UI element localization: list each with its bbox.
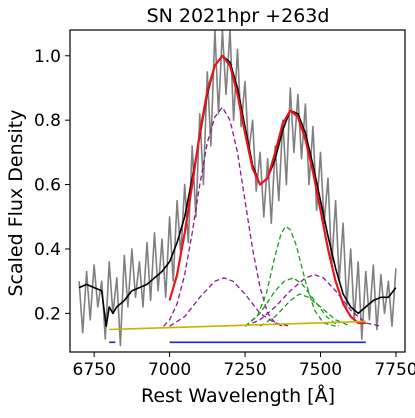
series-line-total-fit-2 bbox=[168, 54, 366, 325]
x-tick-label: 7750 bbox=[374, 360, 415, 380]
y-tick-label: 0.4 bbox=[34, 240, 61, 260]
series-line-raw-0 bbox=[78, 30, 397, 347]
plot-area bbox=[78, 30, 397, 347]
y-tick-label: 0.8 bbox=[34, 111, 61, 131]
y-axis-label: Scaled Flux Density bbox=[5, 110, 27, 297]
x-tick-label: 7250 bbox=[223, 360, 266, 380]
series-line-purple-gauss-3 bbox=[163, 106, 284, 327]
y-tick-label: 1.0 bbox=[34, 47, 61, 67]
plot-frame bbox=[69, 29, 406, 353]
chart-title: SN 2021hpr +263d bbox=[147, 5, 330, 27]
x-tick-label: 7000 bbox=[148, 360, 191, 380]
series-line-purple-gauss-5 bbox=[244, 274, 382, 327]
y-tick-label: 0.2 bbox=[34, 304, 61, 324]
x-tick-label: 7500 bbox=[299, 360, 342, 380]
series-line-green-gauss-6 bbox=[244, 225, 336, 327]
series-line-green-gauss-8 bbox=[259, 293, 351, 327]
series-line-smoothed-1 bbox=[78, 55, 397, 327]
x-axis-label: Rest Wavelength [Å] bbox=[141, 384, 335, 407]
y-tick-label: 0.6 bbox=[34, 176, 61, 196]
axis-ticks: 6750 7000 7250 7500 7750 0.2 0.4 0.6 0.8 1.0 bbox=[34, 47, 415, 380]
series-line-green-gauss-7 bbox=[244, 277, 340, 327]
x-tick-label: 6750 bbox=[73, 360, 116, 380]
series-line-continuum-9 bbox=[109, 320, 366, 331]
